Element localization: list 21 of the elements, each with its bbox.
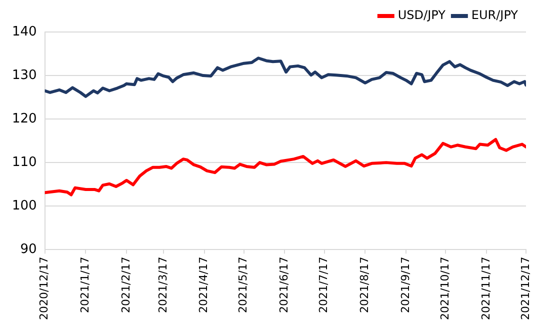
x-tick-label: 2021/10/17 [438, 256, 452, 320]
x-tick-label: 2021/2/17 [119, 256, 132, 314]
x-tick-label: 2021/3/17 [156, 256, 170, 314]
x-tick-label: 2021/12/17 [518, 256, 532, 320]
x-tick-label: 2021/8/17 [358, 256, 372, 314]
y-tick-label: 110 [12, 154, 37, 170]
x-tick-label: 2021/4/17 [197, 256, 210, 314]
x-tick-label: 2021/6/17 [278, 256, 291, 314]
x-tick-label: 2021/11/17 [479, 256, 492, 320]
legend-label: EUR/JPY [471, 8, 519, 22]
legend-label: USD/JPY [398, 8, 446, 22]
x-tick-label: 2021/5/17 [236, 256, 250, 314]
x-tick-label: 2021/7/17 [317, 256, 330, 314]
y-tick-label: 140 [12, 24, 37, 40]
y-tick-label: 130 [12, 68, 37, 83]
x-tick-label: 2021/1/17 [78, 256, 92, 314]
y-tick-label: 120 [12, 111, 37, 126]
y-tick-label: 100 [12, 198, 37, 214]
x-tick-label: 2020/12/17 [38, 256, 51, 320]
y-tick-label: 90 [20, 242, 37, 257]
x-tick-label: 2021/9/17 [398, 256, 412, 314]
